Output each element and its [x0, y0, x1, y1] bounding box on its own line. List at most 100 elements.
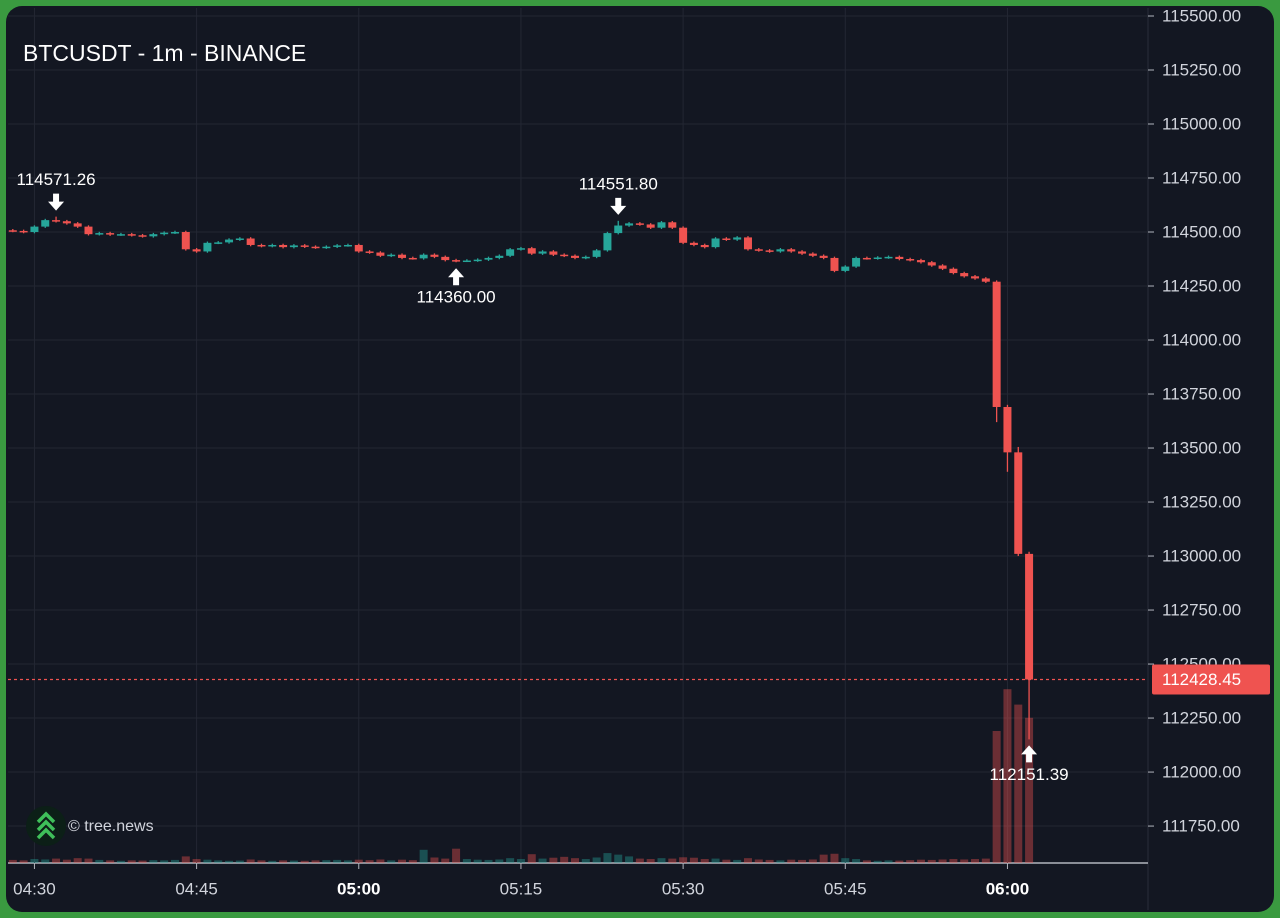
- x-tick-label: 06:00: [986, 879, 1029, 898]
- annotation-arrow: [610, 197, 627, 215]
- volume-bar: [495, 859, 504, 863]
- volume-bar: [614, 854, 623, 863]
- volume-bar: [387, 860, 396, 863]
- volume-bar: [8, 859, 17, 863]
- candle-body: [635, 223, 644, 225]
- volume-bar: [830, 853, 839, 863]
- volume-bar: [787, 859, 796, 863]
- candle-body: [365, 251, 374, 253]
- volume-bar: [646, 859, 655, 863]
- candle-body: [906, 259, 915, 261]
- volume-bar: [138, 860, 147, 863]
- candle-body: [73, 223, 82, 227]
- candle-body: [873, 257, 882, 260]
- candle-body: [1003, 406, 1012, 453]
- candle-body: [160, 232, 169, 235]
- candle-body: [268, 244, 277, 247]
- volume-bar: [1003, 689, 1012, 863]
- volume-bar: [895, 860, 904, 863]
- candle-body: [138, 235, 147, 237]
- candle-body: [473, 259, 482, 262]
- volume-bar: [862, 860, 871, 863]
- watermark: © tree.news: [68, 818, 154, 835]
- volume-bar: [603, 853, 612, 863]
- y-tick-label: 113000.00: [1162, 547, 1241, 566]
- candle-body: [516, 248, 525, 250]
- candle-body: [722, 238, 731, 240]
- volume-bar: [462, 859, 471, 863]
- volume-bar: [884, 860, 893, 863]
- y-tick-label: 115250.00: [1162, 60, 1241, 79]
- candle-body: [343, 244, 352, 247]
- candle-body: [1014, 452, 1023, 554]
- candle-body: [495, 255, 504, 258]
- volume-bar: [484, 859, 493, 863]
- candle-body: [19, 230, 28, 233]
- candle-body: [560, 254, 569, 257]
- volume-bar: [127, 860, 136, 863]
- candle-body: [214, 242, 223, 244]
- candle-body: [733, 237, 742, 240]
- candle-body: [419, 254, 428, 259]
- volume-bar: [1025, 717, 1034, 863]
- volume-bar: [192, 859, 201, 863]
- candle-body: [333, 245, 342, 247]
- candle-body: [625, 223, 634, 226]
- y-tick-label: 114000.00: [1162, 331, 1241, 350]
- annotation-label: 114551.80: [579, 174, 658, 193]
- volume-bar: [635, 858, 644, 863]
- volume-bar: [538, 858, 547, 863]
- candle-body: [170, 232, 179, 234]
- volume-bar: [657, 858, 666, 863]
- candle-body: [30, 226, 39, 233]
- y-tick-label: 115000.00: [1162, 114, 1241, 133]
- volume-bar: [852, 859, 861, 863]
- candle-body: [646, 224, 655, 228]
- volume-bar: [343, 860, 352, 863]
- candle-body: [992, 281, 1001, 407]
- volume-bar: [106, 860, 115, 863]
- x-tick-label: 05:45: [824, 879, 867, 898]
- candle-body: [376, 252, 385, 256]
- volume-bar: [927, 859, 936, 863]
- y-tick-label: 113250.00: [1162, 493, 1241, 512]
- candle-body: [257, 244, 266, 247]
- x-tick-label: 05:00: [337, 879, 380, 898]
- candle-body: [506, 249, 515, 256]
- candle-body: [225, 239, 234, 243]
- candle-body: [949, 268, 958, 274]
- last-price-label: 112428.45: [1162, 670, 1241, 689]
- candle-body: [927, 262, 936, 266]
- volume-bar: [257, 860, 266, 863]
- volume-bar: [971, 859, 980, 863]
- annotation-arrow: [448, 268, 465, 286]
- volume-bar: [160, 860, 169, 863]
- volume-bar: [581, 859, 590, 863]
- y-tick-label: 111750.00: [1162, 817, 1240, 836]
- last-price-tag: [1152, 664, 1270, 695]
- volume-bar: [289, 860, 298, 863]
- volume-bar: [203, 859, 212, 863]
- volume-bar: [689, 857, 698, 863]
- volume-bar: [819, 854, 828, 863]
- y-tick-label: 114500.00: [1162, 222, 1241, 241]
- volume-bar: [279, 860, 288, 863]
- annotation-arrow: [1021, 745, 1038, 763]
- y-tick-label: 114750.00: [1162, 168, 1241, 187]
- candle-body: [679, 227, 688, 243]
- y-tick-label: 115500.00: [1162, 6, 1241, 25]
- candle-body: [398, 254, 407, 258]
- volume-bar: [419, 849, 428, 863]
- candle-body: [235, 238, 244, 240]
- volume-bar: [149, 860, 158, 863]
- candle-body: [830, 257, 839, 271]
- volume-bar: [268, 860, 277, 863]
- volume-bar: [981, 858, 990, 863]
- volume-bar: [711, 858, 720, 863]
- volume-bar: [52, 858, 61, 863]
- grid: [8, 8, 1148, 863]
- candle-body: [354, 244, 363, 252]
- volume-bar: [992, 731, 1001, 863]
- candle-body: [430, 254, 439, 257]
